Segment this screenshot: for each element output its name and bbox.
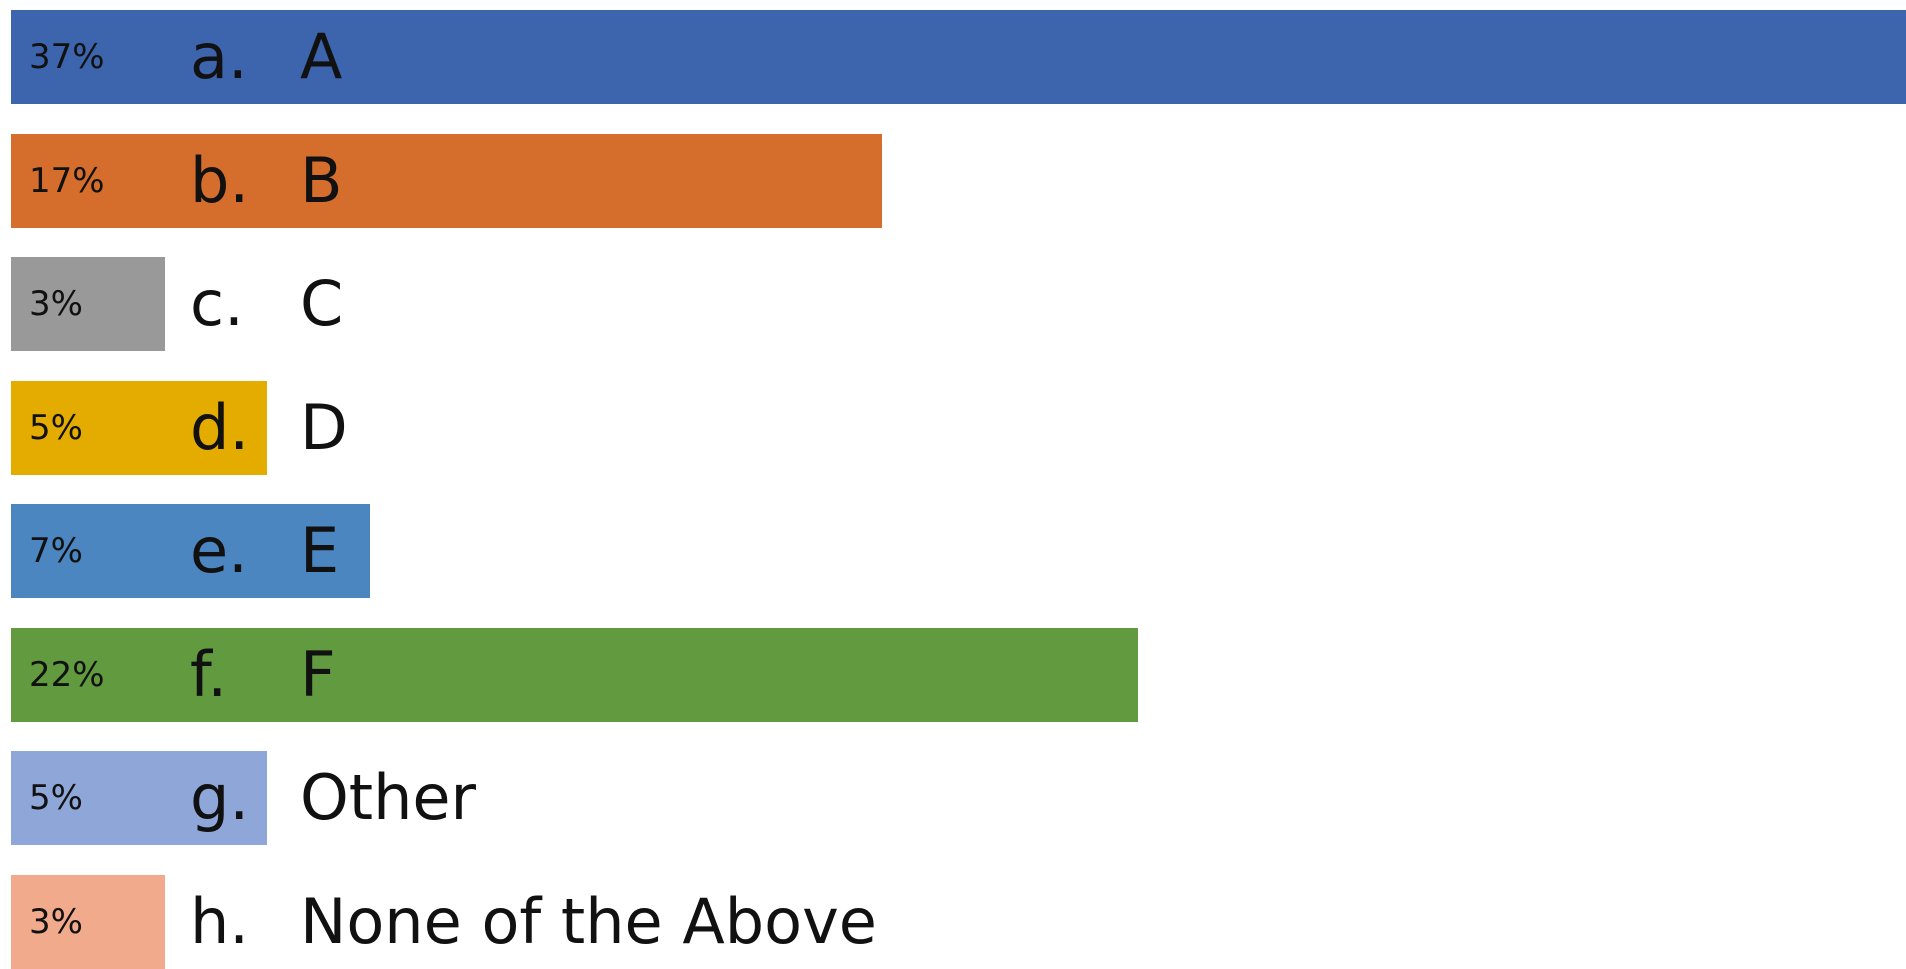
bar-row-3: 3% c. C (0, 257, 1906, 351)
category-letter: e. (190, 514, 248, 587)
value-label: 17% (29, 161, 105, 201)
bar-row-8: 3% h. None of the Above (0, 875, 1906, 969)
value-label: 5% (29, 408, 83, 448)
value-label: 3% (29, 284, 83, 324)
category-label: D (300, 391, 348, 464)
category-label: Other (300, 761, 477, 834)
value-label: 3% (29, 902, 83, 942)
category-label: None of the Above (300, 885, 877, 958)
category-letter: g. (190, 761, 250, 834)
bar-row-2: 17% b. B (0, 134, 1906, 228)
value-label: 5% (29, 778, 83, 818)
category-label: B (300, 144, 343, 217)
bar-2 (11, 134, 882, 228)
category-letter: a. (190, 20, 248, 93)
bar-7 (11, 751, 267, 845)
bar-row-7: 5% g. Other (0, 751, 1906, 845)
category-label: C (300, 267, 344, 340)
value-label: 37% (29, 37, 105, 77)
bar-row-5: 7% e. E (0, 504, 1906, 598)
category-letter: d. (190, 391, 250, 464)
bar-1 (11, 10, 1906, 104)
bar-row-4: 5% d. D (0, 381, 1906, 475)
category-letter: f. (190, 638, 228, 711)
bar-5 (11, 504, 370, 598)
category-label: A (300, 20, 343, 93)
value-label: 7% (29, 531, 83, 571)
category-label: F (300, 638, 336, 711)
bar-row-6: 22% f. F (0, 628, 1906, 722)
bar-6 (11, 628, 1138, 722)
category-letter: c. (190, 267, 244, 340)
category-letter: h. (190, 885, 250, 958)
bar-row-1: 37% a. A (0, 10, 1906, 104)
bar-3 (11, 257, 165, 351)
category-label: E (300, 514, 340, 587)
value-label: 22% (29, 655, 105, 695)
bar-8 (11, 875, 165, 969)
category-letter: b. (190, 144, 250, 217)
bar-4 (11, 381, 267, 475)
